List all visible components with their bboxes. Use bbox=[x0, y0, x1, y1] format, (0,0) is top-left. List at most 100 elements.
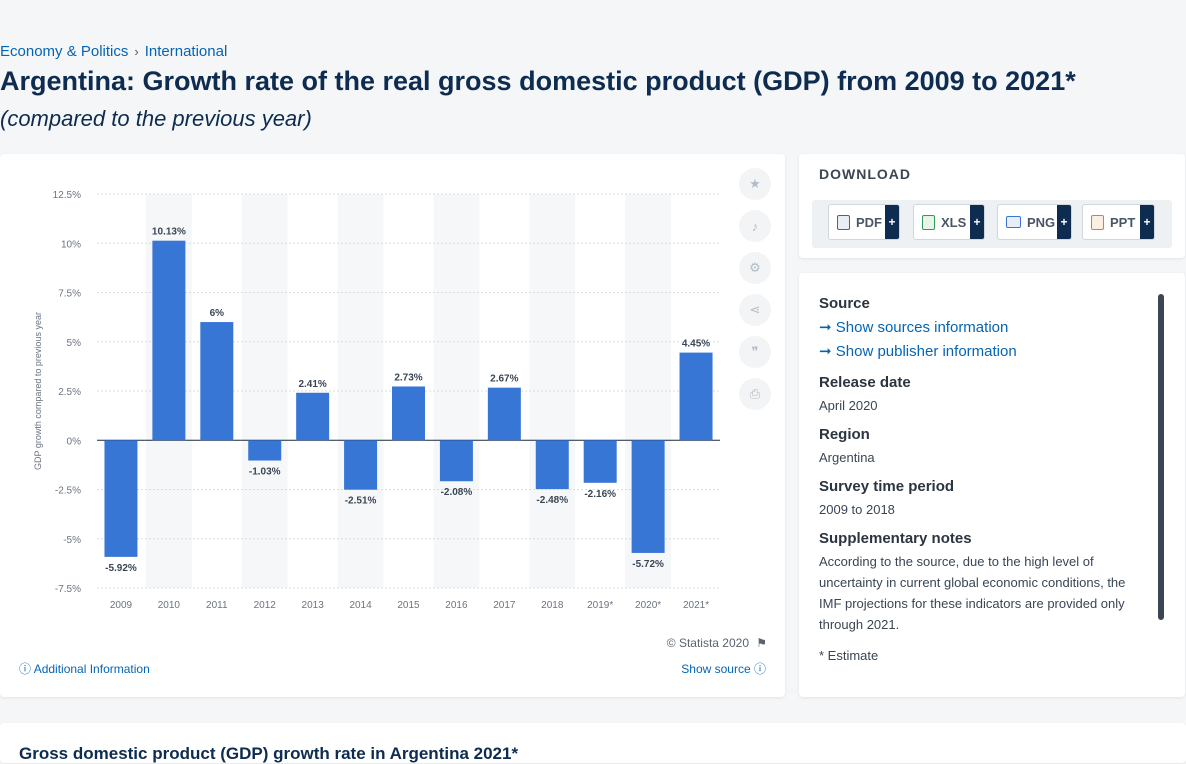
share-icon[interactable]: ⋖ bbox=[739, 294, 771, 326]
arrow-right-icon: ➞ bbox=[819, 319, 832, 336]
data-label: 2.73% bbox=[394, 372, 422, 383]
bar-2010 bbox=[152, 240, 186, 441]
x-tick-label: 2011 bbox=[206, 600, 228, 611]
chart-column-band bbox=[433, 194, 480, 588]
plus-icon: + bbox=[1140, 205, 1154, 239]
y-tick-label: 12.5% bbox=[53, 190, 81, 201]
plus-icon: + bbox=[970, 205, 984, 239]
y-tick-label: 10% bbox=[61, 239, 81, 250]
related-statistic-title[interactable]: Gross domestic product (GDP) growth rate… bbox=[19, 744, 519, 763]
data-label: -1.03% bbox=[249, 467, 281, 478]
download-buttons: PDF + XLS + PNG + PPT + bbox=[812, 200, 1172, 248]
bar-2015 bbox=[392, 386, 425, 441]
download-png-button[interactable]: PNG + bbox=[997, 204, 1072, 240]
x-tick-label: 2009 bbox=[110, 600, 133, 611]
show-publisher-link[interactable]: ➞ Show publisher information bbox=[819, 340, 1149, 364]
download-xls-button[interactable]: XLS + bbox=[913, 204, 985, 240]
bar-2017 bbox=[487, 387, 521, 441]
supplementary-notes-heading: Supplementary notes bbox=[819, 530, 972, 547]
source-heading: Source bbox=[819, 295, 870, 312]
data-label: 6% bbox=[210, 308, 225, 319]
print-icon[interactable]: ⎙ bbox=[739, 378, 771, 410]
png-label: PNG bbox=[1027, 214, 1056, 230]
bar-2014 bbox=[344, 440, 378, 490]
data-label: -2.48% bbox=[536, 495, 568, 506]
flag-icon[interactable]: ⚑ bbox=[756, 636, 767, 650]
pdf-file-icon bbox=[837, 214, 850, 230]
x-tick-label: 2014 bbox=[349, 600, 372, 611]
bar-2016 bbox=[439, 440, 473, 482]
favorite-star-icon[interactable]: ★ bbox=[739, 168, 771, 200]
xls-label: XLS bbox=[941, 214, 967, 230]
x-tick-label: 2013 bbox=[302, 600, 325, 611]
page-title: Argentina: Growth rate of the real gross… bbox=[0, 66, 1076, 96]
settings-gear-icon[interactable]: ⚙ bbox=[739, 252, 771, 284]
arrow-right-icon: ➞ bbox=[819, 343, 832, 360]
chart-column-band bbox=[241, 194, 288, 588]
pdf-label: PDF bbox=[856, 214, 882, 230]
ppt-label: PPT bbox=[1110, 214, 1136, 230]
show-source-label: Show source bbox=[681, 662, 751, 676]
data-label: 2.67% bbox=[490, 374, 518, 385]
region-value: Argentina bbox=[819, 450, 875, 465]
quote-icon[interactable]: ❞ bbox=[739, 336, 771, 368]
data-label: -5.72% bbox=[632, 559, 664, 570]
x-tick-label: 2012 bbox=[254, 600, 277, 611]
xls-file-icon bbox=[922, 214, 935, 230]
bar-2018 bbox=[535, 440, 569, 490]
x-tick-label: 2021* bbox=[683, 600, 709, 611]
bar-2020 bbox=[631, 440, 665, 553]
plus-icon: + bbox=[885, 205, 899, 239]
supplementary-notes-value: According to the source, due to the high… bbox=[819, 554, 1126, 632]
data-label: -2.16% bbox=[584, 489, 616, 500]
x-tick-label: 2019* bbox=[587, 600, 613, 611]
download-card: DOWNLOAD PDF + XLS + PNG + PPT + bbox=[799, 154, 1185, 258]
show-sources-link[interactable]: ➞ Show sources information bbox=[819, 316, 1149, 340]
png-image-icon bbox=[1006, 216, 1021, 228]
region-heading: Region bbox=[819, 426, 870, 443]
show-publisher-label: Show publisher information bbox=[835, 343, 1017, 360]
additional-information-label: Additional Information bbox=[33, 662, 150, 676]
y-tick-label: 7.5% bbox=[58, 289, 81, 300]
chart-card: 12.5% 10% 7.5% 5% 2.5% 0% -2.5% -5% -7.5% GDP gro… bbox=[0, 154, 785, 697]
bar-chart: 12.5% 10% 7.5% 5% 2.5% 0% -2.5% -5% -7.5% GDP gro… bbox=[33, 190, 720, 611]
y-tick-label: 5% bbox=[67, 338, 82, 349]
bar-2019 bbox=[583, 440, 617, 483]
download-ppt-button[interactable]: PPT + bbox=[1082, 204, 1155, 240]
y-tick-label: -5% bbox=[63, 535, 81, 546]
page-subtitle: (compared to the previous year) bbox=[0, 106, 312, 131]
survey-period-heading: Survey time period bbox=[819, 478, 955, 495]
release-date-heading: Release date bbox=[819, 374, 911, 391]
chart-column-band bbox=[337, 194, 384, 588]
ppt-file-icon bbox=[1091, 214, 1104, 230]
show-source-link[interactable]: Show source ⓘ bbox=[681, 660, 766, 677]
x-tick-label: 2017 bbox=[493, 600, 516, 611]
bar-2011 bbox=[200, 322, 234, 441]
data-label: -2.08% bbox=[441, 487, 473, 498]
x-tick-label: 2020* bbox=[635, 600, 661, 611]
data-label: -2.51% bbox=[345, 496, 377, 507]
data-label: 4.45% bbox=[682, 339, 710, 350]
breadcrumb-economy-politics[interactable]: Economy & Politics bbox=[0, 43, 129, 60]
breadcrumb: Economy & Politics › International bbox=[0, 43, 227, 60]
data-label: -5.92% bbox=[105, 563, 137, 574]
additional-information-link[interactable]: ⓘ Additional Information bbox=[19, 660, 150, 677]
data-label: 2.41% bbox=[298, 379, 326, 390]
info-icon: ⓘ bbox=[19, 662, 32, 676]
survey-period-value: 2009 to 2018 bbox=[819, 502, 895, 517]
bar-2012 bbox=[248, 440, 282, 461]
download-pdf-button[interactable]: PDF + bbox=[828, 204, 900, 240]
x-tick-label: 2016 bbox=[445, 600, 468, 611]
y-tick-label: 0% bbox=[67, 436, 82, 447]
info-scrollbar[interactable] bbox=[1158, 294, 1164, 620]
notification-bell-icon[interactable]: ♪ bbox=[739, 210, 771, 242]
y-tick-label: 2.5% bbox=[58, 387, 81, 398]
show-sources-label: Show sources information bbox=[835, 319, 1009, 336]
source-info-card: Source ➞ Show sources information ➞ Show… bbox=[799, 273, 1185, 697]
x-tick-label: 2015 bbox=[397, 600, 420, 611]
statista-credit: © Statista 2020 bbox=[666, 636, 749, 650]
breadcrumb-international[interactable]: International bbox=[144, 43, 228, 60]
release-date-value: April 2020 bbox=[819, 398, 878, 413]
x-tick-label: 2010 bbox=[158, 600, 181, 611]
bar-2021 bbox=[679, 352, 713, 441]
